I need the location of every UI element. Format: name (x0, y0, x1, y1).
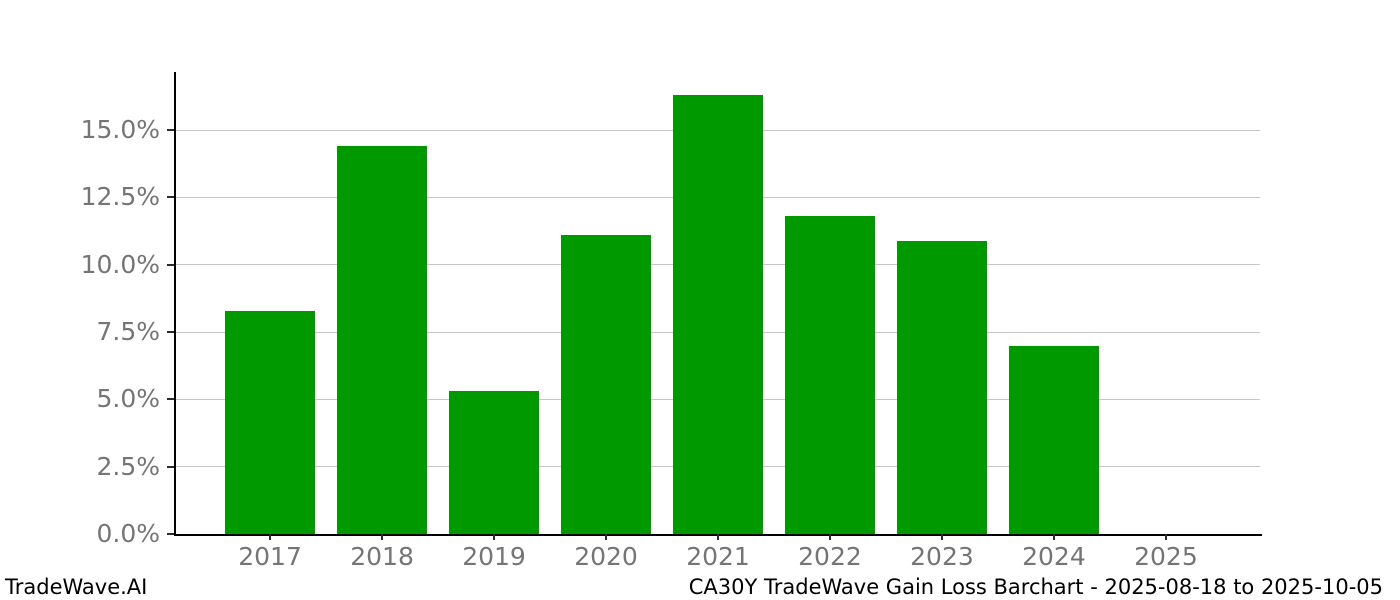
footer-brand: TradeWave.AI (5, 575, 148, 599)
y-tick-mark (167, 533, 174, 535)
y-tick-mark (167, 196, 174, 199)
bar-2022 (785, 216, 875, 534)
y-tick-mark (167, 263, 174, 266)
y-tick-mark (167, 398, 174, 401)
x-tick-label: 2018 (350, 542, 414, 571)
y-tick-mark (167, 331, 174, 334)
x-tick-label: 2021 (686, 542, 750, 571)
x-tick-mark (605, 534, 608, 540)
y-tick-label: 7.5% (96, 317, 160, 347)
y-tick-label: 2.5% (96, 451, 160, 481)
x-tick-mark (1052, 534, 1055, 540)
y-tick-label: 10.0% (80, 249, 160, 279)
x-tick-mark (1164, 534, 1167, 540)
x-tick-mark (940, 534, 943, 540)
x-tick-label: 2017 (238, 542, 302, 571)
y-tick-label: 5.0% (96, 384, 160, 414)
y-tick-label: 15.0% (80, 115, 160, 145)
bar-2023 (897, 240, 987, 534)
x-tick-label: 2020 (574, 542, 638, 571)
bar-2021 (673, 95, 763, 534)
y-tick-label: 0.0% (96, 519, 160, 548)
x-tick-mark (269, 534, 272, 540)
y-tick-mark (167, 465, 174, 468)
plot-area: 0.0% 2.5% 5.0% 7.5% 10.0% 12.5% 15.0% 2017 2018 2… (81, 72, 1262, 571)
bar-2017 (225, 310, 315, 534)
x-tick-label: 2023 (910, 542, 974, 571)
y-tick-mark (167, 129, 174, 132)
x-tick-mark (717, 534, 719, 540)
x-tick-mark (381, 534, 384, 540)
x-tick-label: 2024 (1022, 542, 1086, 571)
x-tick-mark (828, 534, 831, 540)
chart-title: CA30Y TradeWave Gain Loss Barchart - 202… (688, 575, 1383, 599)
x-tick-label: 2019 (462, 542, 526, 571)
x-tick-label: 2022 (798, 542, 862, 571)
y-axis-line (174, 72, 176, 535)
x-tick-label: 2025 (1134, 542, 1198, 571)
bar-2024 (1009, 345, 1099, 534)
y-tick-label: 12.5% (80, 182, 160, 212)
bar-2019 (449, 391, 539, 534)
bar-2018 (337, 146, 427, 534)
bar-2020 (561, 235, 651, 534)
x-tick-mark (493, 534, 496, 540)
